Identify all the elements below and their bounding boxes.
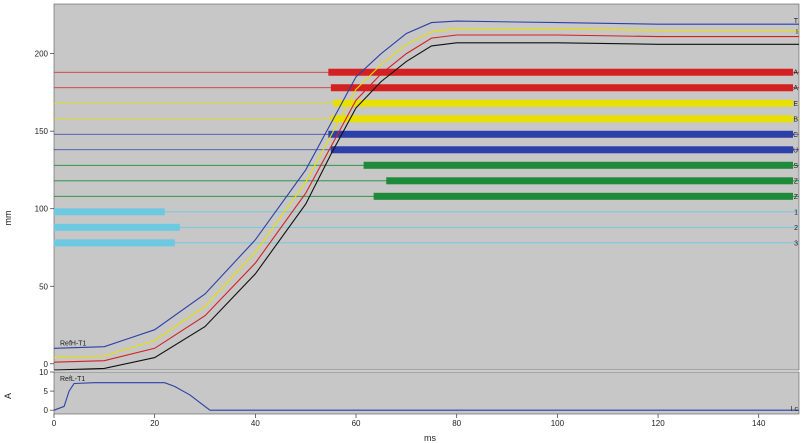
x-tick-label: 140 xyxy=(752,419,766,428)
threshold-bar-label: 1 xyxy=(794,209,798,216)
current-y-tick-label: 10 xyxy=(39,368,48,377)
main-right-labels: A A E B C U S Z Z 1 2 3 TI xyxy=(793,18,799,247)
threshold-bar xyxy=(54,223,180,231)
main-curves: RefH-T1 xyxy=(53,20,799,371)
threshold-bar xyxy=(330,115,793,123)
y-tick-label: 100 xyxy=(35,205,49,214)
main-y-axis-label: mm xyxy=(3,211,13,226)
main-plot-area xyxy=(53,3,800,371)
series-line xyxy=(53,42,799,371)
threshold-bar xyxy=(363,161,793,169)
threshold-bar xyxy=(386,177,793,185)
x-tick-label: 20 xyxy=(150,419,159,428)
current-series-line xyxy=(53,382,799,411)
current-series-label: RefL-T1 xyxy=(60,376,85,383)
x-tick-label: 100 xyxy=(551,419,565,428)
current-plot-area xyxy=(53,371,800,415)
threshold-bar-label: 3 xyxy=(794,240,798,247)
main-threshold-bars xyxy=(54,68,793,247)
y-tick-label: 0 xyxy=(44,360,49,369)
threshold-bar-label: C xyxy=(793,132,798,139)
threshold-bar-label: U xyxy=(793,147,798,154)
series-line xyxy=(53,34,799,363)
x-tick-label: 60 xyxy=(352,419,361,428)
threshold-bar xyxy=(54,208,165,216)
threshold-bar xyxy=(328,68,793,76)
y-tick-label: 150 xyxy=(35,127,49,136)
curve-end-label: I xyxy=(796,29,798,36)
threshold-bar-label: B xyxy=(793,116,798,123)
x-axis: 0 20 40 60 80 100 120 140 xyxy=(52,414,766,428)
threshold-bar xyxy=(330,84,793,92)
y-tick-label: 200 xyxy=(35,50,49,59)
threshold-bar-label: A xyxy=(793,85,798,92)
series-line xyxy=(53,20,799,349)
current-curves: RefL-T1 xyxy=(53,376,799,411)
current-right-labels: I c xyxy=(791,406,799,413)
threshold-bar-label: A xyxy=(793,70,798,77)
threshold-bar-label: Z xyxy=(794,178,799,185)
threshold-bar xyxy=(333,99,793,107)
x-tick-label: 120 xyxy=(651,419,665,428)
threshold-bar xyxy=(330,146,793,154)
x-tick-label: 80 xyxy=(452,419,461,428)
x-tick-label: 0 xyxy=(52,419,57,428)
curve-end-label: T xyxy=(794,18,799,25)
threshold-bar xyxy=(54,239,175,247)
main-y-axis: 0 50 100 150 200 xyxy=(35,50,54,369)
current-y-axis: 0 5 10 xyxy=(39,368,54,415)
threshold-bar xyxy=(373,192,793,200)
threshold-bar xyxy=(328,130,793,138)
x-tick-label: 40 xyxy=(251,419,260,428)
current-y-tick-label: 0 xyxy=(44,406,49,415)
threshold-bar-label: E xyxy=(793,101,798,108)
threshold-bar-label: Z xyxy=(794,194,799,201)
current-y-tick-label: 5 xyxy=(44,387,49,396)
y-tick-label: 50 xyxy=(39,282,48,291)
threshold-bar-label: 2 xyxy=(794,225,798,232)
current-y-axis-label: A xyxy=(3,393,13,399)
threshold-bar-label: S xyxy=(793,163,798,170)
series-line xyxy=(53,28,799,359)
series-label: RefH-T1 xyxy=(60,340,87,347)
x-axis-label: ms xyxy=(424,433,436,443)
current-end-label: I c xyxy=(791,406,799,413)
